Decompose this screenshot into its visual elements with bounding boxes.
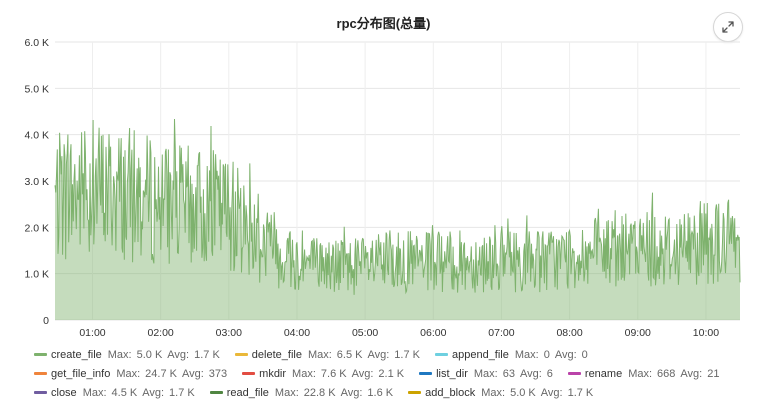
y-tick-label: 4.0 K: [24, 130, 49, 142]
legend-avg-value: 1.7 K: [194, 348, 220, 361]
x-tick-label: 04:00: [284, 327, 310, 339]
series-area-create-file: [55, 119, 740, 320]
x-tick-label: 03:00: [216, 327, 242, 339]
legend-row: get_file_info Max: 24.7 K Avg: 373 mkdir Max: 7…: [34, 364, 754, 383]
legend-swatch: [567, 372, 581, 375]
legend-avg-label: Avg:: [167, 348, 190, 361]
legend-avg-label: Avg:: [340, 386, 363, 399]
legend-avg-value: 0: [581, 348, 588, 361]
legend-series-name: mkdir: [259, 367, 287, 380]
x-tick-label: 08:00: [556, 327, 582, 339]
legend-avg-value: 1.7 K: [169, 386, 195, 399]
legend-avg-label: Avg:: [367, 348, 390, 361]
legend-row: close Max: 4.5 K Avg: 1.7 K read_file Max: 22.8…: [34, 383, 754, 402]
legend-item-append-file[interactable]: append_file Max: 0 Avg: 0: [434, 348, 593, 361]
legend-avg-value: 1.6 K: [367, 386, 394, 399]
legend-swatch: [419, 372, 433, 375]
y-tick-label: 2.0 K: [24, 222, 49, 234]
legend-max-value: 5.0 K: [510, 386, 536, 399]
rpc-area-chart: 0 1.0 K 2.0 K 3.0 K 4.0 K 5.0 K 6.0 K 01:00 02:0…: [24, 37, 741, 339]
legend-item-delete-file[interactable]: delete_file Max: 6.5 K Avg: 1.7 K: [234, 348, 425, 361]
legend-max-label: Max:: [307, 348, 332, 361]
y-tick-label: 3.0 K: [24, 176, 49, 188]
legend-swatch: [34, 372, 47, 375]
legend-swatch: [234, 353, 248, 356]
legend-swatch: [34, 391, 47, 394]
x-tick-label: 01:00: [79, 327, 105, 339]
legend-item-rename[interactable]: rename Max: 668 Avg: 21: [567, 367, 725, 380]
legend-max-label: Max:: [82, 386, 107, 399]
legend-max-label: Max:: [481, 386, 506, 399]
legend-item-create-file[interactable]: create_file Max: 5.0 K Avg: 1.7 K: [34, 349, 225, 361]
legend-max-value: 4.5 K: [111, 386, 138, 399]
legend-max-label: Max:: [628, 367, 653, 380]
legend-max-label: Max:: [292, 367, 316, 380]
x-tick-label: 07:00: [488, 327, 514, 339]
legend-max-label: Max:: [274, 386, 299, 399]
x-tick-label: 02:00: [148, 327, 174, 339]
legend-swatch: [242, 372, 256, 375]
legend-series-name: delete_file: [251, 348, 302, 361]
legend-series-name: append_file: [451, 348, 509, 361]
legend-item-close[interactable]: close Max: 4.5 K Avg: 1.7 K: [34, 387, 200, 399]
y-tick-label: 0: [43, 315, 49, 327]
y-tick-label: 1.0 K: [24, 269, 49, 281]
legend-item-mkdir[interactable]: mkdir Max: 7.6 K Avg: 2.1 K: [242, 368, 409, 380]
legend-max-value: 5.0 K: [136, 348, 163, 361]
legend-avg-label: Avg:: [142, 386, 165, 399]
legend-series-name: add_block: [425, 386, 476, 399]
legend-max-value: 668: [657, 367, 676, 380]
legend-swatch: [34, 353, 47, 356]
legend-max-label: Max:: [473, 367, 498, 380]
expand-arrows-icon: [722, 21, 734, 33]
legend-avg-label: Avg:: [554, 348, 577, 361]
legend-avg-label: Avg:: [680, 367, 703, 380]
chart-title: rpc分布图(总量): [336, 16, 431, 31]
legend-max-value: 6.5 K: [336, 348, 363, 361]
legend-swatch: [408, 391, 422, 394]
y-tick-label: 5.0 K: [24, 83, 49, 95]
legend-swatch: [434, 353, 448, 356]
legend-item-read-file[interactable]: read_file Max: 22.8 K Avg: 1.6 K: [209, 386, 398, 399]
legend-max-label: Max:: [116, 367, 141, 380]
x-tick-label: 06:00: [420, 327, 446, 339]
legend-max-value: 0: [543, 348, 550, 361]
legend-series-name: read_file: [226, 386, 269, 399]
legend-avg-value: 1.7 K: [394, 348, 420, 361]
legend-avg-value: 21: [707, 367, 720, 380]
legend-max-label: Max:: [107, 348, 132, 361]
legend-item-add-block[interactable]: add_block Max: 5.0 K Avg: 1.7 K: [408, 387, 598, 399]
legend-avg-label: Avg:: [351, 367, 374, 380]
x-tick-label: 09:00: [625, 327, 651, 339]
legend-series-name: close: [51, 386, 77, 399]
legend-avg-label: Avg:: [519, 367, 542, 380]
legend-item-get-file-info[interactable]: get_file_info Max: 24.7 K Avg: 373: [34, 368, 232, 380]
legend-avg-value: 373: [208, 367, 228, 380]
series-line-create-file: [54, 118, 741, 295]
legend-max-label: Max:: [514, 348, 539, 361]
legend-item-list-dir[interactable]: list_dir Max: 63 Avg: 6: [419, 368, 558, 380]
legend-max-value: 63: [502, 367, 515, 380]
legend-avg-value: 6: [546, 367, 553, 380]
legend-series-name: list_dir: [436, 367, 468, 380]
legend-series-name: rename: [584, 367, 623, 380]
y-tick-label: 6.0 K: [24, 37, 49, 49]
legend-avg-label: Avg:: [540, 386, 563, 399]
legend-series-name: create_file: [51, 348, 102, 361]
legend-avg-value: 1.7 K: [567, 386, 594, 399]
legend-avg-value: 2.1 K: [378, 367, 405, 380]
legend-avg-label: Avg:: [181, 367, 204, 380]
x-tick-label: 10:00: [693, 327, 719, 339]
legend-max-value: 7.6 K: [320, 367, 347, 380]
x-tick-label: 05:00: [352, 327, 378, 339]
legend-max-value: 24.7 K: [145, 367, 177, 380]
legend-max-value: 22.8 K: [303, 386, 336, 399]
legend-series-name: get_file_info: [51, 367, 111, 380]
legend-swatch: [209, 391, 223, 394]
